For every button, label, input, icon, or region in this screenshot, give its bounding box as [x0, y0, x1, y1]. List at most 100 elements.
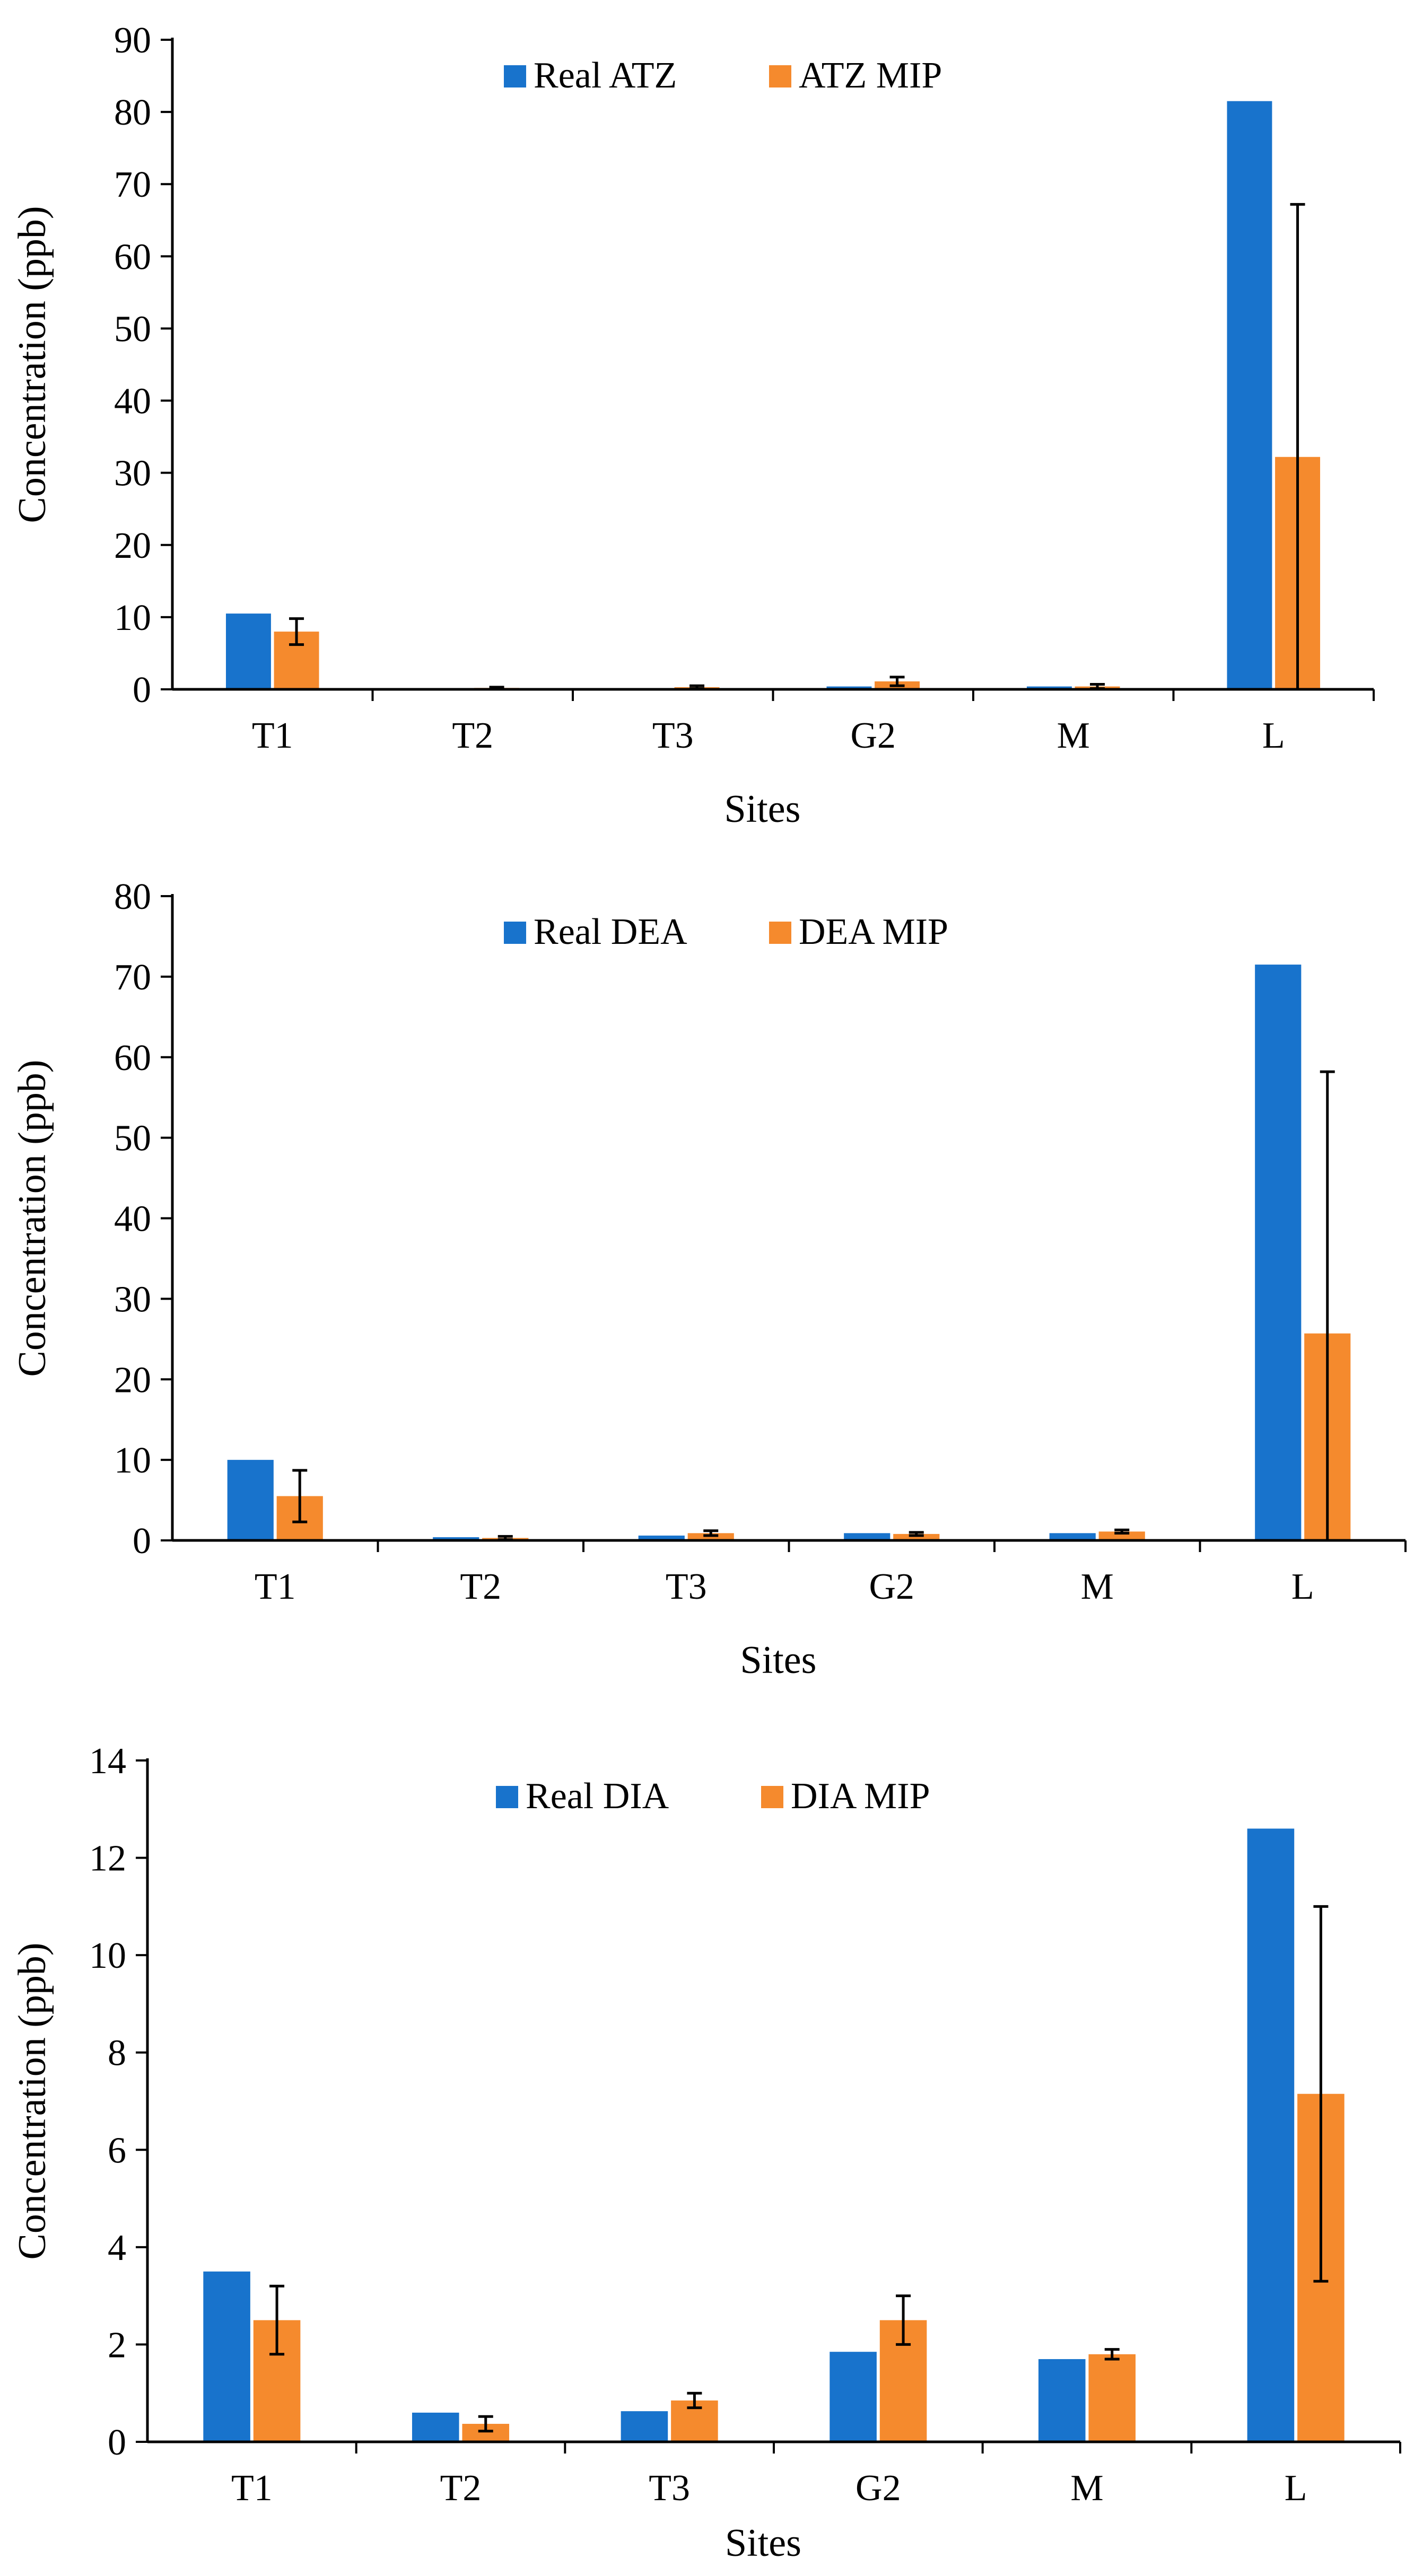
- bar-mip-M: [1088, 2354, 1136, 2442]
- legend-swatch-real: [504, 922, 526, 944]
- legend-label-mip: ATZ MIP: [799, 55, 942, 96]
- x-tick-label: M: [1057, 715, 1090, 756]
- y-axis-title: Concentration (ppb): [11, 206, 54, 523]
- y-tick-label: 2: [108, 2325, 126, 2365]
- y-tick-label: 90: [114, 20, 151, 61]
- x-tick-label: T2: [460, 1566, 501, 1607]
- bar-real-T2: [433, 1537, 479, 1540]
- legend-swatch-mip: [761, 1786, 783, 1808]
- legend-item-real: Real DIA: [496, 1776, 669, 1817]
- bar-real-M: [1026, 686, 1072, 689]
- x-tick-label: T3: [652, 715, 694, 756]
- x-tick-label: M: [1081, 1566, 1114, 1607]
- y-tick-label: 50: [114, 1118, 151, 1159]
- bar-real-G2: [826, 686, 872, 689]
- x-tick-label: G2: [869, 1566, 914, 1607]
- error-bar-T1: [269, 2284, 285, 2356]
- y-tick-label: 20: [114, 525, 151, 566]
- legend: Real ATZ ATZ MIP: [504, 55, 942, 96]
- legend-item-real: Real DEA: [504, 912, 687, 952]
- error-bar-L: [1313, 1905, 1329, 2283]
- bar-real-T2: [412, 2412, 459, 2442]
- error-bar-M: [1104, 2348, 1120, 2361]
- y-tick-label: 0: [133, 1521, 151, 1562]
- x-tick-label: T3: [649, 2468, 690, 2509]
- y-tick-label: 4: [108, 2228, 126, 2268]
- x-axis-title: Sites: [740, 1639, 817, 1682]
- y-tick-label: 30: [114, 453, 151, 494]
- bar-real-T3: [621, 2411, 668, 2442]
- bar-real-M: [1049, 1533, 1096, 1540]
- y-tick-label: 0: [133, 670, 151, 711]
- y-tick-label: 60: [114, 1038, 151, 1079]
- error-bar-T2: [478, 2415, 493, 2433]
- bar-real-T3: [638, 1535, 685, 1540]
- chart-panel-1: 0 10 20 30 40 50 60 70 80 90 T1 T2 T3 G2 M L Sites Concen…: [11, 20, 1375, 831]
- legend-item-real: Real ATZ: [504, 55, 677, 96]
- y-axis-title: Concentration (ppb): [11, 1943, 54, 2260]
- error-bar-T3: [687, 2391, 702, 2409]
- legend-item-mip: DEA MIP: [769, 912, 948, 952]
- error-bar-T1: [292, 1469, 308, 1523]
- legend-swatch-mip: [769, 922, 791, 944]
- y-tick-label: 30: [114, 1279, 151, 1320]
- legend: Real DIA DIA MIP: [496, 1776, 930, 1817]
- y-tick-label: 70: [114, 957, 151, 998]
- bar-real-T1: [203, 2271, 250, 2442]
- y-tick-label: 12: [89, 1838, 126, 1879]
- x-tick-label: T2: [452, 715, 493, 756]
- legend-label-real: Real ATZ: [534, 55, 677, 96]
- y-tick-label: 80: [114, 877, 151, 917]
- y-tick-label: 40: [114, 381, 151, 422]
- error-bar-M: [1114, 1528, 1130, 1535]
- legend-label-real: Real DEA: [534, 912, 687, 952]
- chart-panel-3: 0 2 4 6 8 10 12 14 T1 T2 T3 G2 M L Sites Concentration …: [11, 1741, 1401, 2565]
- y-axis-title: Concentration (ppb): [11, 1060, 54, 1377]
- legend-swatch-mip: [769, 65, 791, 87]
- legend-label-real: Real DIA: [526, 1776, 669, 1817]
- x-tick-label: T1: [231, 2468, 273, 2509]
- bar-real-M: [1038, 2359, 1086, 2442]
- error-bar-G2: [896, 2294, 911, 2346]
- chart-panel-2: 0 10 20 30 40 50 60 70 80 T1 T2 T3 G2 M L Sites Concentr…: [11, 877, 1407, 1682]
- x-tick-label: G2: [850, 715, 896, 756]
- y-tick-label: 8: [108, 2033, 126, 2074]
- x-tick-label: M: [1070, 2468, 1103, 2509]
- y-tick-label: 20: [114, 1360, 151, 1400]
- x-axis-title: Sites: [724, 787, 801, 831]
- y-tick-label: 60: [114, 236, 151, 277]
- bar-real-G2: [830, 2352, 877, 2442]
- x-tick-label: G2: [855, 2468, 901, 2509]
- y-tick-label: 14: [89, 1741, 126, 1782]
- x-tick-label: L: [1291, 1566, 1314, 1607]
- x-axis-title: Sites: [725, 2521, 801, 2565]
- bar-real-G2: [844, 1533, 891, 1540]
- bar-real-T1: [227, 1460, 274, 1540]
- bar-real-T1: [225, 614, 271, 689]
- legend-label-mip: DIA MIP: [791, 1776, 930, 1817]
- y-tick-label: 50: [114, 309, 151, 349]
- bar-mip-M: [1098, 1531, 1145, 1540]
- legend-item-mip: DIA MIP: [761, 1776, 930, 1817]
- y-tick-label: 80: [114, 92, 151, 133]
- y-tick-label: 10: [89, 1935, 126, 1976]
- x-tick-label: T1: [252, 715, 293, 756]
- error-bar-T3: [703, 1529, 719, 1537]
- y-tick-label: 6: [108, 2130, 126, 2171]
- x-tick-label: L: [1285, 2468, 1307, 2509]
- legend-swatch-real: [504, 65, 526, 87]
- y-tick-label: 70: [114, 164, 151, 205]
- y-tick-label: 10: [114, 1440, 151, 1481]
- x-tick-label: T2: [440, 2468, 482, 2509]
- error-bar-T1: [289, 617, 304, 646]
- x-tick-label: T3: [666, 1566, 707, 1607]
- error-bar-G2: [909, 1531, 924, 1537]
- bar-real-L: [1227, 101, 1272, 689]
- legend-label-mip: DEA MIP: [799, 912, 948, 952]
- bar-real-L: [1255, 965, 1302, 1540]
- legend: Real DEA DEA MIP: [504, 912, 948, 952]
- legend-item-mip: ATZ MIP: [769, 55, 942, 96]
- bar-mip-G2: [893, 1534, 940, 1540]
- legend-swatch-real: [496, 1786, 518, 1808]
